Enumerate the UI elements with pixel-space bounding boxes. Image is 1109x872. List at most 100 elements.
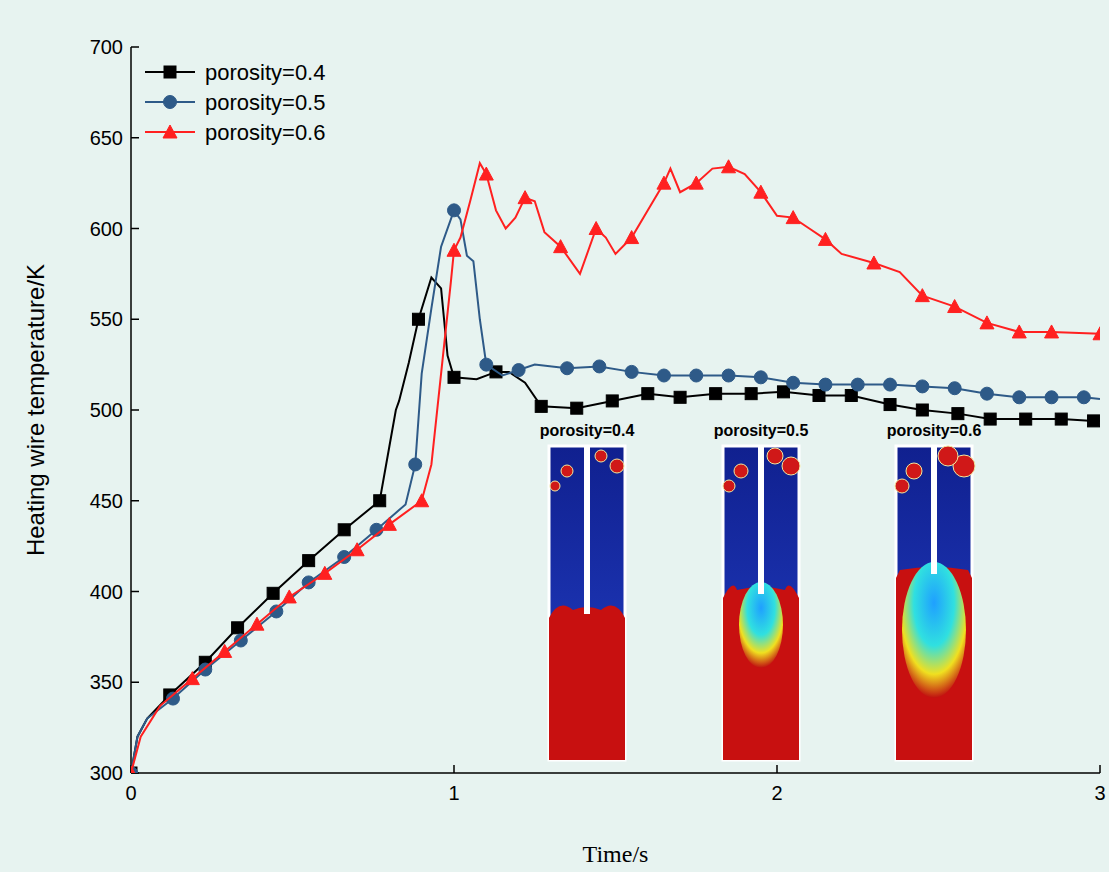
x-tick [1099, 765, 1101, 773]
inset [895, 446, 975, 760]
y-tick-label: 500 [90, 399, 123, 421]
marker [980, 387, 993, 400]
marker [480, 358, 493, 371]
x-tick-label: 1 [448, 782, 459, 804]
marker [915, 289, 929, 302]
marker [131, 767, 137, 773]
y-tick [131, 591, 139, 593]
marker [374, 495, 386, 507]
marker [916, 404, 928, 416]
marker [745, 388, 757, 400]
marker [845, 389, 857, 401]
marker [338, 524, 350, 536]
marker [318, 566, 332, 579]
annotation: porosity=0.5 [714, 422, 809, 439]
legend-label: porosity=0.4 [205, 60, 325, 85]
y-tick [131, 46, 139, 48]
marker [952, 408, 964, 420]
marker [606, 395, 618, 407]
marker [948, 300, 962, 313]
marker [1093, 327, 1100, 340]
marker [722, 369, 735, 382]
marker [787, 376, 800, 389]
marker [754, 371, 767, 384]
marker [813, 389, 825, 401]
marker [535, 400, 547, 412]
marker [674, 391, 686, 403]
marker [884, 399, 896, 411]
x-tick-label: 3 [1094, 782, 1105, 804]
marker [884, 378, 897, 391]
marker [267, 587, 279, 599]
marker [131, 766, 138, 773]
y-tick-label: 700 [90, 36, 123, 58]
marker [722, 160, 736, 173]
marker [131, 767, 138, 774]
x-tick [453, 765, 455, 773]
marker [657, 176, 671, 189]
marker [412, 313, 424, 325]
marker [625, 231, 639, 244]
y-tick-label: 350 [90, 671, 123, 693]
legend-marker [164, 96, 177, 109]
marker [657, 369, 670, 382]
y-tick-label: 600 [90, 218, 123, 240]
legend-marker [163, 125, 177, 138]
marker [232, 622, 244, 634]
marker [518, 191, 532, 204]
y-tick [131, 409, 139, 411]
marker [948, 382, 961, 395]
y-tick [131, 682, 139, 684]
marker [777, 386, 789, 398]
marker [754, 185, 768, 198]
marker [851, 378, 864, 391]
marker [786, 211, 800, 224]
marker [448, 371, 460, 383]
marker [1088, 415, 1100, 427]
x-tick-label: 0 [125, 782, 136, 804]
marker [916, 380, 929, 393]
marker [642, 388, 654, 400]
x-tick-label: 2 [771, 782, 782, 804]
series-line [131, 210, 1100, 773]
marker [185, 672, 199, 685]
legend: porosity=0.4porosity=0.5porosity=0.6 [145, 60, 325, 145]
marker [561, 362, 574, 375]
marker [415, 494, 429, 507]
marker [1045, 391, 1058, 404]
x-axis [131, 772, 1100, 774]
marker [218, 644, 232, 657]
marker [1055, 413, 1067, 425]
marker [571, 402, 583, 414]
legend-marker [164, 66, 176, 78]
y-tick-label: 300 [90, 762, 123, 784]
marker [593, 360, 606, 373]
y-tick [131, 319, 139, 321]
marker [818, 232, 832, 245]
marker [1045, 325, 1059, 338]
y-axis-title: Heating wire temperature/K [22, 264, 49, 556]
series-line [131, 163, 1100, 773]
marker [867, 256, 881, 269]
chart: 0123300350400450500550600650700Time/sHea… [0, 0, 1109, 872]
inset [549, 446, 625, 760]
marker [250, 617, 264, 630]
marker [448, 204, 461, 217]
plot-area [131, 160, 1100, 773]
marker [1077, 391, 1090, 404]
y-tick [131, 137, 139, 139]
marker [689, 176, 703, 189]
marker [984, 413, 996, 425]
marker [282, 590, 296, 603]
marker [382, 517, 396, 530]
marker [512, 364, 525, 377]
marker [710, 388, 722, 400]
marker [303, 555, 315, 567]
marker [350, 543, 364, 556]
series-line [131, 278, 1100, 774]
y-tick-label: 650 [90, 127, 123, 149]
y-tick-label: 550 [90, 308, 123, 330]
marker [690, 369, 703, 382]
x-tick [776, 765, 778, 773]
y-tick [131, 228, 139, 230]
